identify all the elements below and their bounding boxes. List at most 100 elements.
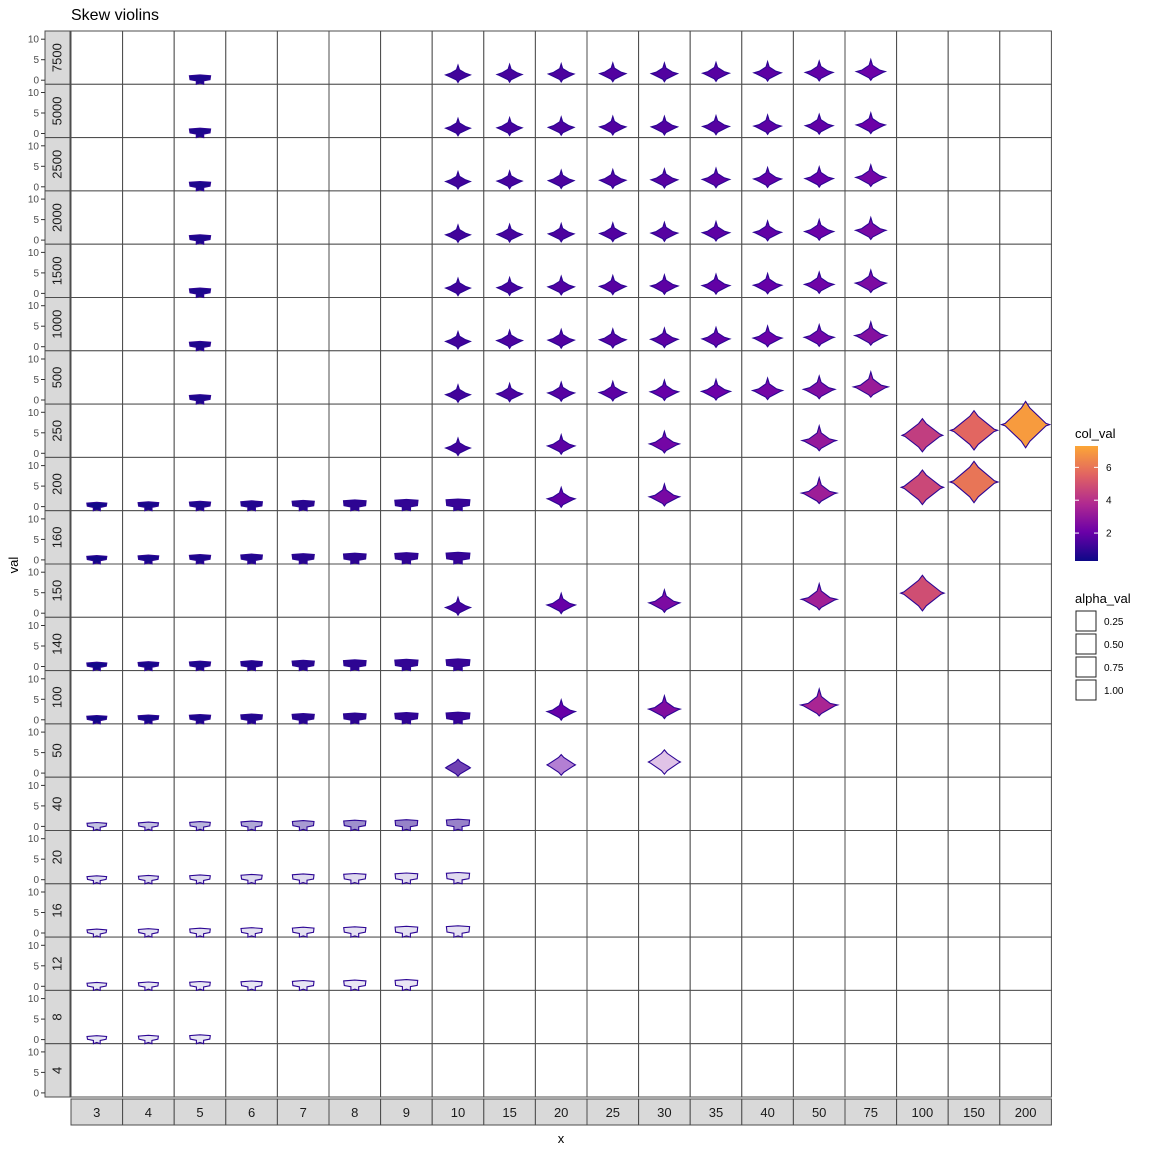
panel-cell [380,30,433,85]
y-tick-label: 5 [33,375,39,386]
panel-cell [896,670,949,725]
row-strip-label: 140 [50,633,65,655]
y-tick-label: 10 [28,568,40,579]
violin-140-3 [86,661,108,672]
violin-20-5 [189,874,211,885]
violin-2000-30 [649,220,680,243]
color-legend-bar [1075,446,1098,561]
panel-cell [225,83,278,139]
panel-cell [638,616,691,672]
violin-150-50 [799,581,840,611]
row-strip-label: 200 [50,473,65,495]
violin-7500-15 [495,62,524,84]
panel-cell [328,723,382,778]
panel-cell [947,243,1001,298]
panel-cell [896,723,949,778]
y-tick-label: 0 [33,1088,39,1099]
violin-160-7 [291,553,315,565]
panel-cell [534,830,588,885]
violin-140-4 [137,661,160,672]
panel-cell [483,510,536,565]
row-strip-label: 150 [50,580,65,602]
alpha-legend-keys: 0.25 0.50 0.75 1.00 [1075,610,1124,701]
col-strip-label: 40 [760,1105,774,1120]
violin-5000-75 [854,110,888,135]
violin-40-9 [394,819,419,832]
y-tick-label: 0 [33,129,39,140]
col-strip-30 [638,1098,691,1126]
panel-cell [999,510,1052,565]
violin-1500-30 [648,272,680,296]
panel-cell [225,989,278,1045]
panel-cell [328,936,382,991]
violin-2500-35 [700,166,732,189]
panel-cell [431,563,485,618]
panel-cell [844,510,898,565]
violin-20-10 [445,871,471,885]
panel-cell [483,670,536,725]
violin-20-8 [343,872,367,885]
violin-100-9 [394,712,419,725]
y-tick-label: 0 [33,715,39,726]
panel-cell [70,190,124,245]
panel-cell [431,830,485,885]
violin-500-35 [699,377,733,402]
row-strip-16 [44,883,71,938]
panel-cell [122,190,175,245]
panel-cell [431,989,485,1045]
panel-cell [844,723,898,778]
violin-7500-50 [803,59,835,82]
violin-100-5 [188,713,212,725]
row-strip-label: 2000 [50,203,65,232]
y-tick-label: 10 [28,674,40,685]
panel-cell [638,1043,691,1098]
violin-2500-5 [188,180,212,192]
col-strip-label: 7 [300,1105,307,1120]
y-tick-label: 10 [28,781,40,792]
violin-16-4 [137,928,160,938]
violin-7500-40 [752,59,784,83]
panel-cell [534,1043,588,1098]
alpha-legend-key [1075,633,1097,655]
panel-cell [483,883,536,938]
panel-cell [122,83,175,139]
violin-1000-25 [597,327,628,349]
violin-160-3 [86,555,108,565]
panel-cell [534,510,588,565]
violin-7500-35 [700,60,732,83]
col-strip-4 [122,1098,175,1126]
panel-cell [225,1043,278,1098]
col-strip-200 [999,1098,1052,1126]
row-strip-label: 1500 [50,256,65,285]
panel-cell [380,1043,433,1098]
panel-cell [792,723,846,778]
panel-cell [328,563,382,618]
panel-cell [896,776,949,832]
panel-grid: 7500051050000510250005102000051015000510… [28,30,1052,1126]
y-tick-label: 0 [33,396,39,407]
panel-cell [947,936,1001,991]
panel-cell [70,989,124,1045]
col-strip-3 [70,1098,124,1126]
y-tick-label: 5 [33,109,39,120]
violin-160-6 [240,553,264,565]
panel-cell [896,190,949,245]
violin-160-4 [137,554,160,565]
violin-16-3 [86,928,108,938]
panel-cell [534,616,588,672]
violin-200-10 [445,498,471,512]
violin-12-9 [394,979,419,992]
violin-200-3 [86,501,108,512]
row-strip-8 [44,989,71,1045]
violin-1500-50 [802,270,836,295]
panel-cell [70,1043,124,1098]
col-strip-label: 100 [912,1105,934,1120]
panel-cell [689,670,743,725]
panel-cell [276,1043,330,1098]
x-axis-title: x [558,1131,565,1146]
row-strip-label: 4 [50,1067,65,1074]
y-tick-label: 5 [33,482,39,493]
alpha-legend-label: 0.25 [1104,617,1124,628]
panel-cell [70,723,124,778]
violin-2500-30 [649,167,680,190]
